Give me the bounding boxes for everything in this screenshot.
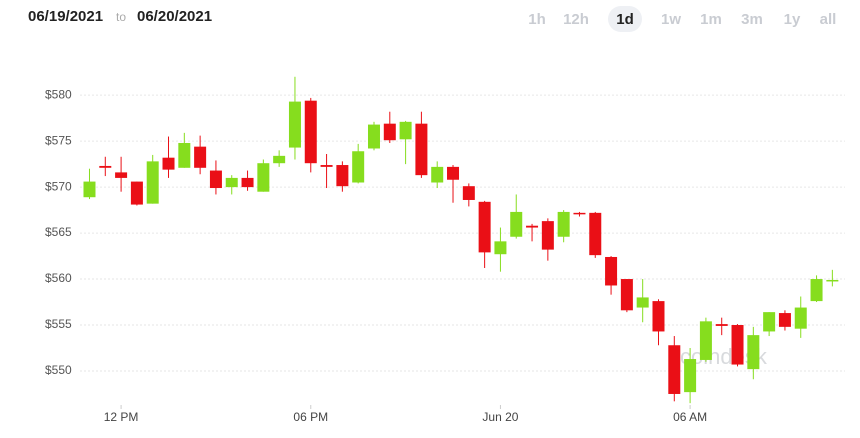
candle-body: [763, 312, 776, 332]
candle-body: [130, 181, 143, 205]
candle-body: [589, 212, 602, 256]
candle-body: [178, 142, 191, 168]
candle-body: [257, 163, 270, 192]
candle-body: [541, 221, 554, 250]
candle-body: [399, 121, 412, 140]
candle-body: [320, 165, 333, 167]
candle-body: [367, 124, 380, 149]
candle-body: [731, 325, 744, 365]
range-button[interactable]: 1d: [616, 11, 634, 28]
candle-body: [494, 241, 507, 255]
candle-body: [415, 123, 428, 176]
range-button[interactable]: 1m: [700, 11, 722, 28]
y-tick-label: $575: [45, 133, 72, 147]
y-tick-label: $555: [45, 317, 72, 331]
candle-body: [431, 166, 444, 183]
candle-body: [573, 212, 586, 215]
candle-body: [794, 307, 807, 329]
candle-body: [605, 256, 618, 286]
date-from: 06/19/2021: [28, 8, 103, 25]
candle-body: [747, 335, 760, 370]
candle-body: [478, 201, 491, 253]
candle-body: [462, 186, 475, 200]
candle-body: [810, 279, 823, 302]
range-button[interactable]: 1w: [661, 11, 681, 28]
range-button[interactable]: 3m: [741, 11, 763, 28]
candle-body: [99, 165, 112, 168]
candle-body: [826, 279, 839, 282]
y-tick-label: $565: [45, 225, 72, 239]
date-to-word: to: [116, 10, 126, 24]
y-tick-label: $550: [45, 363, 72, 377]
x-tick-label: 12 PM: [104, 410, 139, 424]
range-selected-bg: [608, 6, 642, 32]
x-tick-label: Jun 20: [482, 410, 518, 424]
range-button[interactable]: 1y: [784, 11, 801, 28]
candle-body: [699, 321, 712, 360]
x-tick-label: 06 PM: [293, 410, 328, 424]
date-to: 06/20/2021: [137, 8, 212, 25]
range-button[interactable]: 1h: [528, 11, 546, 28]
y-tick-label: $570: [45, 179, 72, 193]
candle-body: [194, 146, 207, 168]
candle-body: [447, 166, 460, 180]
candle-body: [557, 211, 570, 237]
candle-body: [146, 161, 159, 204]
candle-body: [526, 225, 539, 228]
candle-body: [83, 181, 96, 198]
candle-body: [273, 155, 286, 164]
candle-body: [684, 359, 697, 393]
candle-body: [652, 301, 665, 332]
candle-body: [352, 151, 365, 183]
candle-body: [510, 211, 523, 237]
candle-body: [225, 177, 238, 188]
candle-body: [383, 123, 396, 141]
candle-body: [288, 101, 301, 148]
y-tick-label: $560: [45, 271, 72, 285]
candle-body: [715, 324, 728, 326]
candle-body: [336, 165, 349, 187]
candle-body: [115, 172, 128, 178]
candle-body: [304, 100, 317, 164]
candle-body: [209, 170, 222, 189]
range-button[interactable]: all: [820, 11, 837, 28]
candle-body: [620, 279, 633, 311]
candle-body: [636, 297, 649, 308]
range-button[interactable]: 12h: [563, 11, 589, 28]
candle-body: [241, 177, 254, 188]
candle-body: [778, 313, 791, 327]
candle-body: [162, 157, 175, 170]
candle-body: [668, 345, 681, 394]
y-tick-label: $580: [45, 87, 72, 101]
x-tick-label: 06 AM: [673, 410, 707, 424]
